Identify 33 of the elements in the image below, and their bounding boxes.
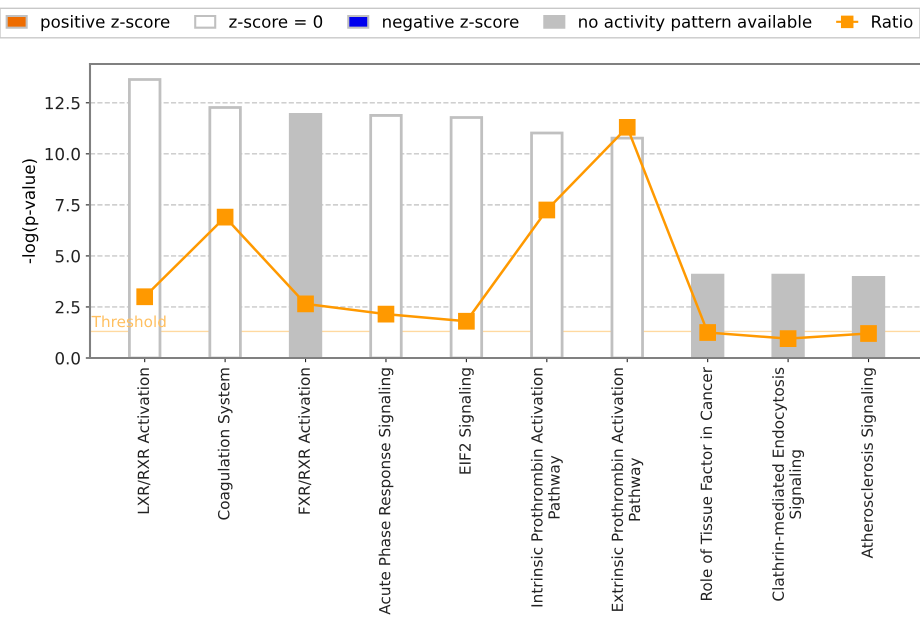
x-tick-label: Clathrin-mediated Endocytosis Signaling [772,368,804,601]
y-tick-label: 10.0 [46,148,80,160]
x-tick-label: LXR/RXR Activation [137,368,150,514]
x-tick-label: Intrinsic Prothrombin Activation Pathway [530,368,563,606]
ref-line-label: Threshold [92,315,166,328]
x-tick-label: Role of Tissue Factor in Cancer [700,367,712,600]
y-axis-title: -log(p-value) [22,159,38,264]
point [378,306,394,322]
y-tick-label: 0.0 [56,352,80,365]
x-tick-label: Acute Phase Response Signaling [378,368,394,615]
y-tick-label: 12.5 [46,96,80,110]
point [538,202,556,218]
legend-label: no activity pattern available [579,15,812,32]
x-tick-label: FXR/RXR Activation [298,368,312,514]
point [216,208,234,226]
x-tick-label: Extrinsic Prothrombin Activation Pathway [611,368,644,611]
point [458,312,475,330]
legend-label: z-score = 0 [229,15,322,28]
point [136,288,154,306]
legend-label: positive z-score [42,15,170,32]
point [780,330,796,347]
x-tick-label: EIF2 Signaling [459,368,474,474]
point [297,296,314,312]
point [860,325,877,342]
y-tick-label: 7.5 [56,199,80,212]
x-tick-label: Coagulation System [218,368,233,520]
point [618,118,636,136]
legend-label: negative z-score [383,15,518,32]
point [699,324,716,341]
y-tick-label: 2.5 [56,300,80,314]
x-tick-label: Atherosclerosis Signaling [861,368,876,558]
legend-label: Ratio [872,15,912,28]
y-tick-label: 5.0 [56,250,80,262]
